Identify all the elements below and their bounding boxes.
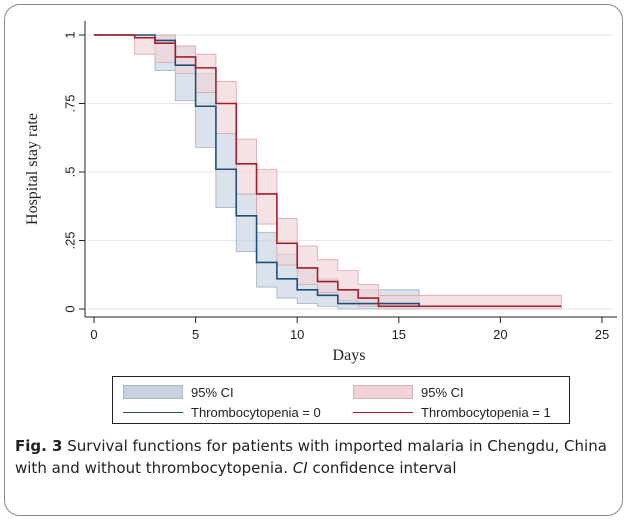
caption-text: Survival functions for patients with imp… (15, 437, 607, 477)
survival-line-1 (94, 34, 562, 308)
caption-figure-number: Fig. 3 (15, 437, 63, 455)
x-tick-label-5: 25 (595, 327, 609, 342)
x-tick-label-3: 15 (392, 327, 406, 342)
y-axis-label: Hospital stay rate (24, 113, 41, 225)
figure-panel: 0.25.5.75 1 0 5 10 15 20 25 Hospital stay rate … (4, 4, 623, 516)
ci-band-1 (94, 34, 562, 310)
legend-swatch-ci-0 (123, 385, 183, 399)
x-tick-label-4: 20 (493, 327, 507, 342)
caption-ci-abbrev: CI (292, 459, 308, 477)
y-tick-label-3: .75 (62, 94, 77, 112)
legend-label-ci-1: 95% CI (421, 385, 464, 400)
x-tick-label-0: 0 (90, 327, 97, 342)
y-tick-label-0: 0 (62, 305, 77, 312)
x-tick-label-2: 10 (290, 327, 304, 342)
legend-swatch-line-0 (123, 412, 183, 413)
legend-label-line-1: Thrombocytopenia = 1 (421, 405, 551, 420)
chart-legend: 95% CI 95% CI Thrombocytopenia = 0 Throm… (112, 376, 570, 424)
caption-text-end: confidence interval (307, 459, 457, 477)
figure-caption: Fig. 3 Survival functions for patients w… (15, 435, 615, 479)
legend-swatch-line-1 (353, 412, 413, 413)
x-axis-label: Days (333, 347, 366, 364)
x-tick-label-1: 5 (192, 327, 199, 342)
legend-swatch-ci-1 (353, 385, 413, 399)
survival-lines (94, 34, 562, 308)
legend-label-line-0: Thrombocytopenia = 0 (191, 405, 321, 420)
y-tick-label-4: 1 (62, 31, 77, 38)
legend-label-ci-0: 95% CI (191, 385, 234, 400)
y-tick-label-1: .25 (62, 231, 77, 249)
grid-lines (87, 34, 613, 310)
y-tick-label-2: .5 (62, 167, 77, 178)
